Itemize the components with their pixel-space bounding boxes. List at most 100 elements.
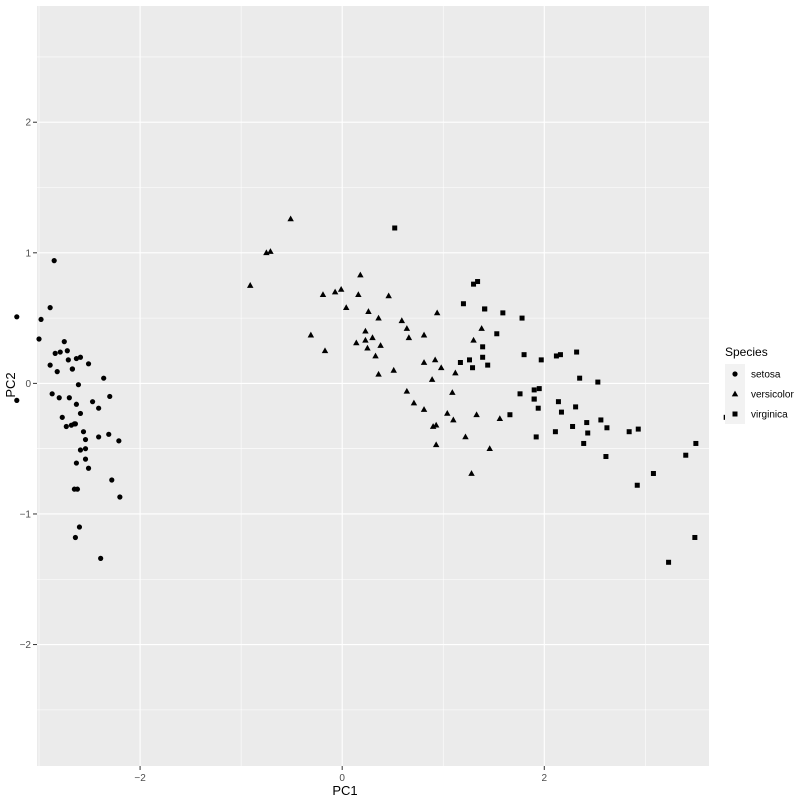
point-setosa (52, 350, 58, 356)
point-virginica (581, 440, 587, 446)
point-setosa (72, 534, 78, 541)
point-setosa (82, 446, 89, 452)
y-tick-label: 2 (25, 118, 31, 129)
point-versicolor (468, 470, 475, 476)
point-virginica (577, 375, 583, 381)
point-versicolor (420, 359, 428, 365)
point-virginica (536, 386, 542, 392)
y-tick-label: 1 (25, 248, 31, 259)
point-versicolor (353, 339, 360, 346)
point-setosa (38, 316, 44, 323)
point-setosa (65, 357, 71, 363)
point-versicolor (433, 309, 441, 316)
point-versicolor (452, 369, 459, 376)
point-virginica (538, 357, 544, 363)
point-virginica (521, 352, 527, 358)
point-versicolor (420, 406, 428, 412)
point-versicolor (428, 376, 436, 382)
point-setosa (73, 401, 80, 407)
point-versicolor (287, 215, 294, 222)
point-virginica (553, 353, 559, 359)
point-virginica (531, 387, 537, 393)
legend-label-virginica: virginica (751, 410, 788, 421)
point-versicolor (377, 342, 384, 348)
point-versicolor (473, 411, 480, 418)
point-virginica (475, 279, 481, 285)
point-virginica (634, 482, 640, 488)
x-tick-label: 2 (542, 773, 548, 784)
point-setosa (107, 393, 113, 400)
point-virginica (507, 412, 513, 418)
point-virginica (584, 420, 590, 426)
x-axis-title: PC1 (332, 783, 357, 798)
point-versicolor (331, 288, 339, 295)
point-versicolor (403, 325, 411, 331)
point-virginica (482, 306, 488, 312)
y-tick-label: −1 (20, 509, 32, 520)
point-setosa (36, 336, 42, 342)
point-setosa (77, 447, 84, 453)
point-virginica (470, 365, 476, 371)
point-virginica (460, 301, 466, 307)
point-versicolor (372, 352, 379, 359)
point-virginica (533, 434, 539, 440)
point-virginica (480, 354, 486, 360)
point-versicolor (431, 356, 439, 363)
point-versicolor (364, 344, 371, 351)
point-setosa (82, 456, 89, 462)
point-setosa (49, 391, 55, 397)
point-versicolor (496, 415, 504, 422)
x-axis-ticks: −2 0 2 (134, 766, 548, 784)
point-setosa (14, 397, 20, 403)
point-versicolor (486, 445, 493, 452)
point-setosa (75, 382, 82, 388)
point-versicolor (429, 423, 437, 429)
point-versicolor (405, 334, 413, 341)
point-versicolor (375, 370, 382, 377)
point-virginica (500, 310, 506, 316)
legend-symbol-versicolor (731, 390, 739, 397)
point-setosa (109, 477, 115, 483)
point-versicolor (375, 314, 382, 321)
point-versicolor (362, 336, 369, 343)
point-setosa (47, 362, 53, 368)
point-setosa (106, 431, 112, 437)
point-virginica (693, 440, 699, 446)
y-tick-label: −2 (20, 640, 32, 651)
legend-title: Species (725, 345, 768, 359)
point-versicolor (362, 327, 369, 334)
point-versicolor (398, 317, 406, 324)
point-versicolor (307, 331, 315, 338)
point-versicolor (420, 331, 428, 338)
point-versicolor (432, 441, 440, 448)
point-setosa (64, 348, 70, 354)
x-tick-label: −2 (134, 773, 146, 784)
point-virginica (603, 454, 609, 460)
point-setosa (66, 395, 72, 401)
point-virginica (531, 396, 537, 402)
point-virginica (557, 352, 563, 358)
grid-minor-lines (37, 6, 709, 766)
point-virginica (555, 399, 561, 405)
legend: Species setosa versicolor virginica (725, 345, 794, 424)
point-versicolor (267, 248, 274, 254)
point-versicolor (470, 336, 477, 343)
point-versicolor (357, 271, 364, 278)
point-virginica (457, 359, 463, 365)
point-setosa (85, 361, 92, 367)
point-setosa (51, 258, 57, 264)
point-setosa (59, 414, 65, 420)
legend-symbol-virginica (732, 411, 738, 417)
point-versicolor (342, 304, 350, 311)
point-versicolor (365, 308, 372, 314)
point-virginica (392, 225, 398, 231)
point-virginica (519, 315, 525, 321)
point-versicolor (403, 387, 411, 394)
point-setosa (56, 395, 62, 401)
point-virginica (570, 423, 576, 429)
point-virginica (626, 429, 632, 435)
point-virginica (683, 452, 689, 458)
point-setosa (77, 354, 84, 360)
point-setosa (117, 494, 123, 500)
point-setosa (54, 369, 60, 375)
